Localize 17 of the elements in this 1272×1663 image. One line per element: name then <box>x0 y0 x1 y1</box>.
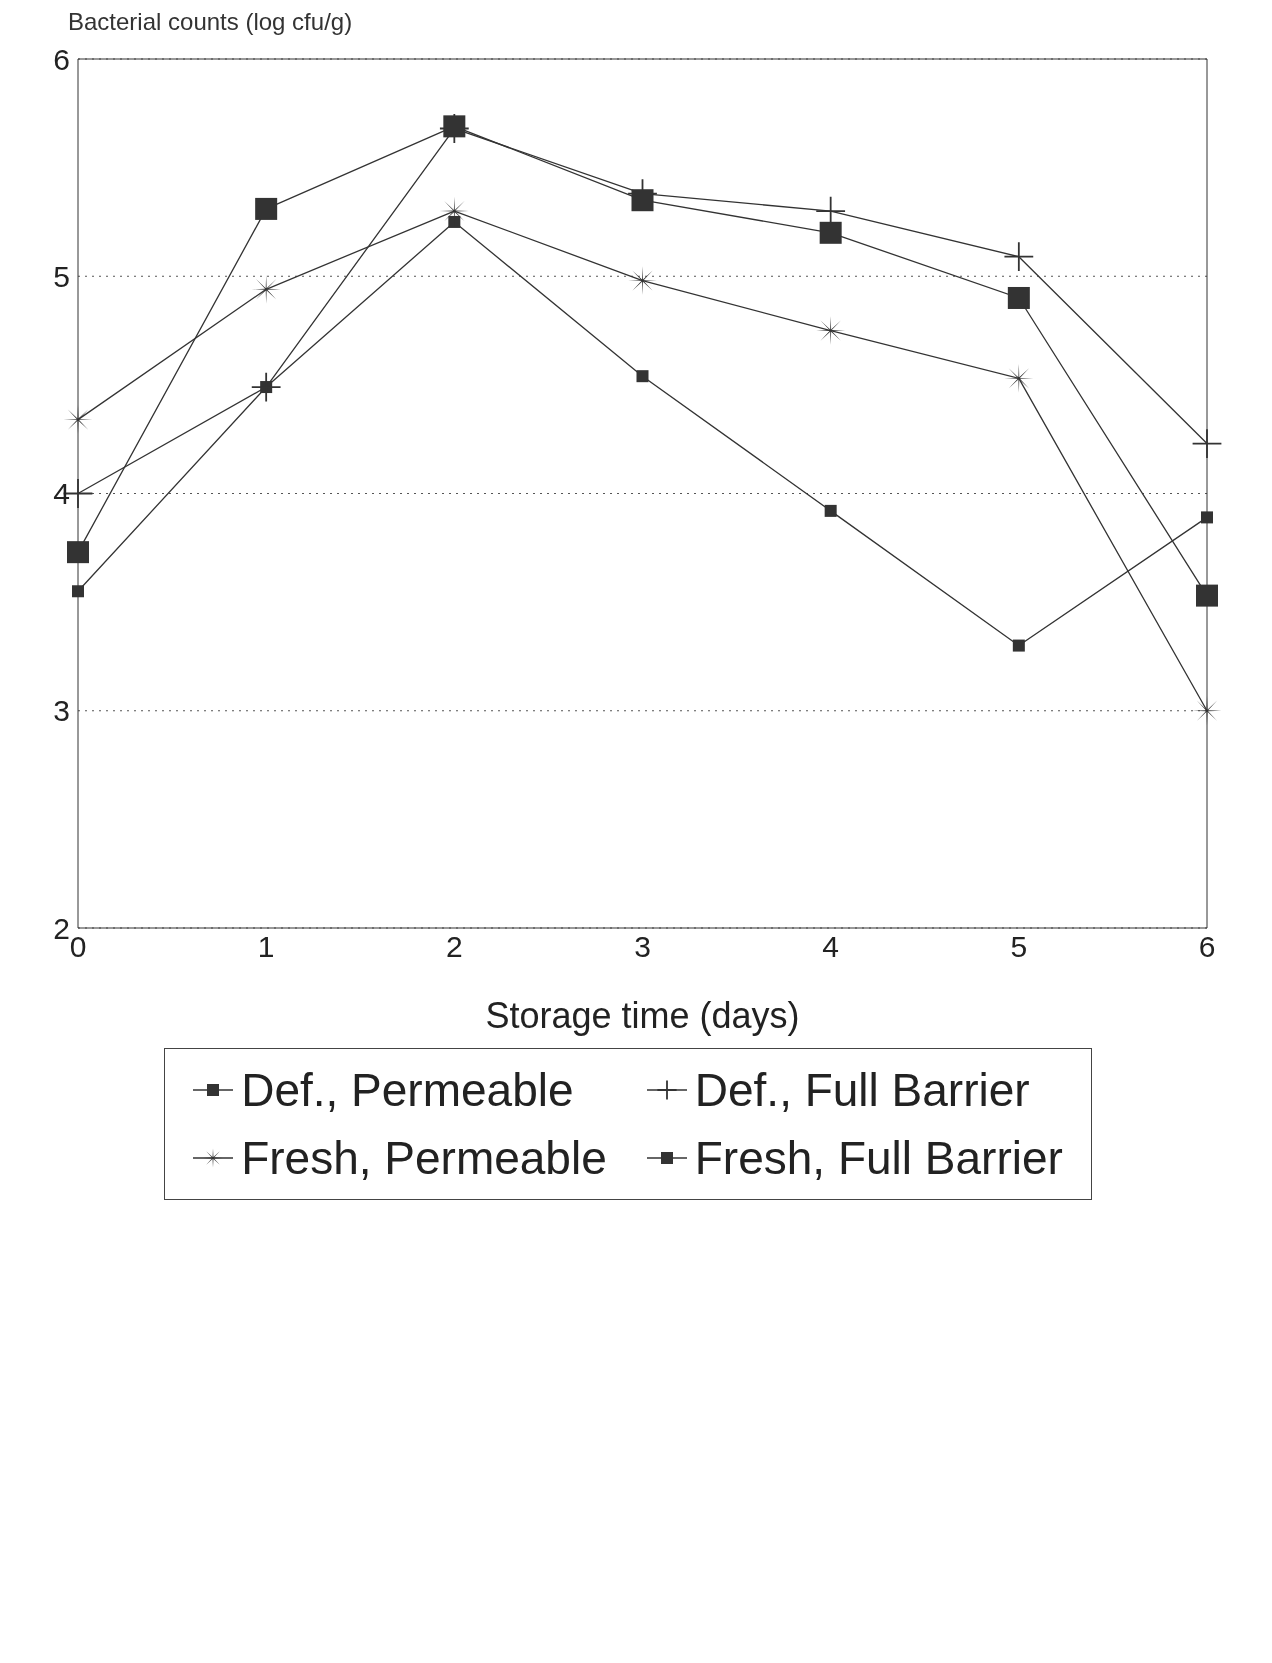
x-axis-title: Storage time (days) <box>485 995 800 1036</box>
x-tick-label: 5 <box>1010 930 1028 964</box>
y-tick-label: 4 <box>53 477 70 511</box>
legend-label: Fresh, Full Barrier <box>694 1131 1063 1185</box>
y-tick-label: 3 <box>53 694 70 728</box>
x-tick-label: 4 <box>822 930 840 964</box>
x-tick-label: 6 <box>1198 930 1216 964</box>
x-tick-label: 2 <box>445 930 463 964</box>
x-tick-label: 1 <box>257 930 275 964</box>
y-axis-title: Bacterial counts (log cfu/g) <box>67 8 354 37</box>
legend-label: Def., Full Barrier <box>694 1063 1030 1117</box>
legend-label: Def., Permeable <box>241 1063 574 1117</box>
x-tick-label: 3 <box>634 930 651 964</box>
y-tick-label: 5 <box>53 259 70 293</box>
x-tick-label: 0 <box>69 930 87 964</box>
y-tick-label: 6 <box>53 42 70 76</box>
legend-label: Fresh, Permeable <box>241 1131 607 1185</box>
